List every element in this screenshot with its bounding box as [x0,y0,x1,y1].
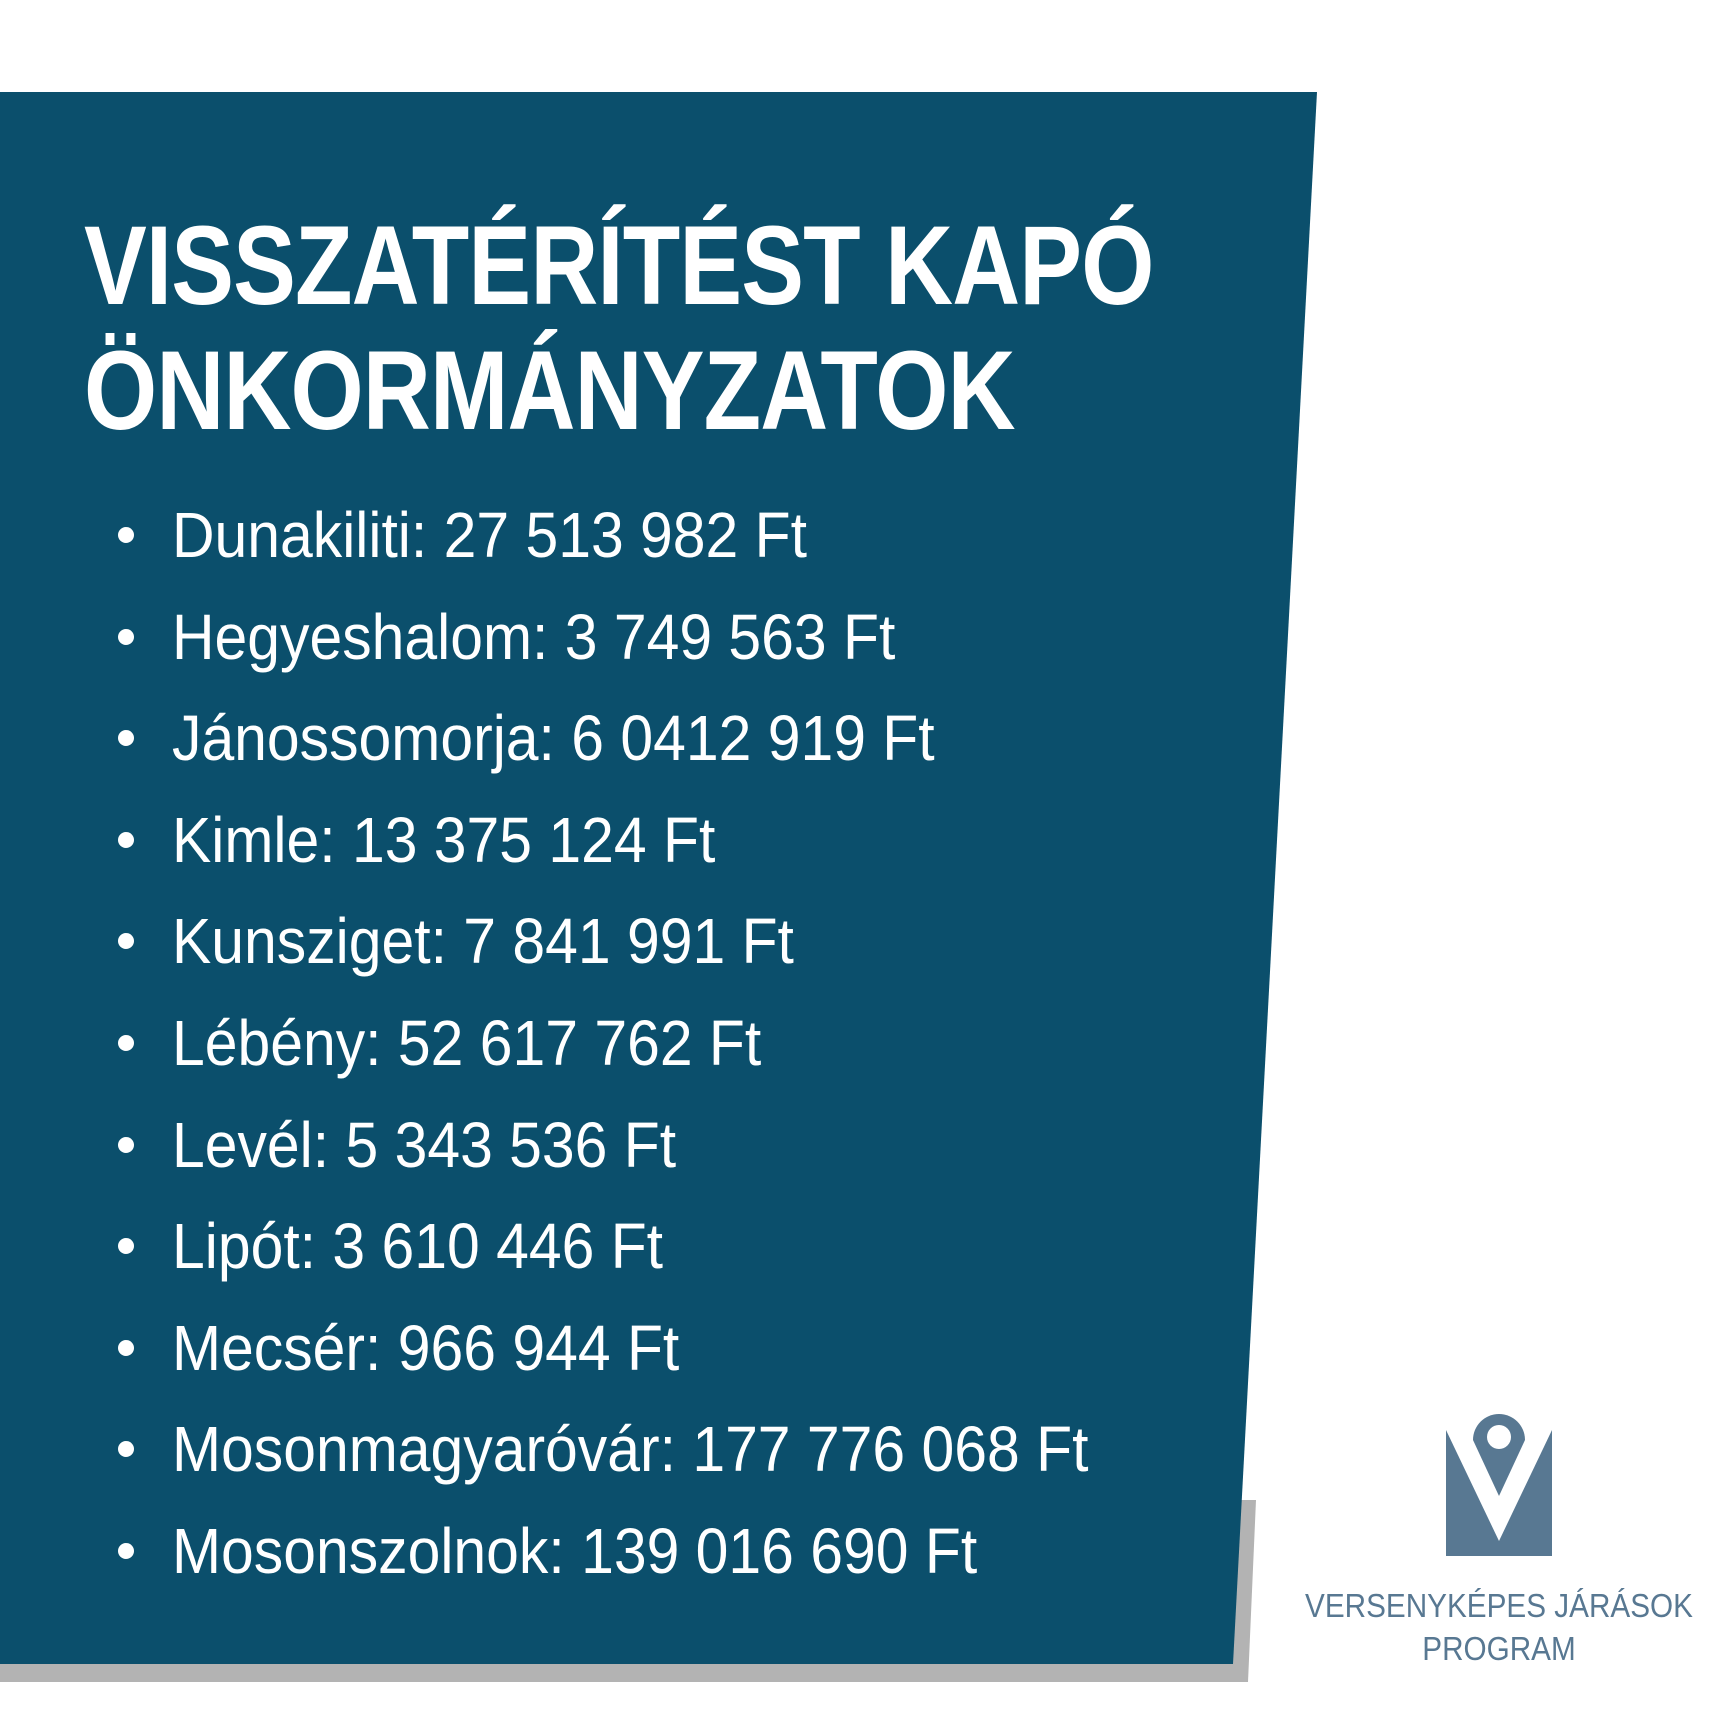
bullet-icon [118,527,134,543]
title-line-1: VISSZATÉRÍTÉST KAPÓ [84,203,1154,328]
bullet-icon [118,1136,134,1153]
location-pin-v-icon [1446,1400,1552,1556]
title-line-2: ÖNKORMÁNYZATOK [84,328,1016,453]
bullet-icon [118,1441,134,1458]
blue-panel [0,92,1317,1664]
bullet-icon [118,933,134,950]
bullet-icon [118,1238,134,1255]
bullet-icon [118,831,134,848]
bullet-icon [118,1339,134,1356]
bullet-icon [118,1542,134,1559]
logo-text-line-1: VERSENYKÉPES JÁRÁSOK [1305,1587,1693,1624]
logo-text-line-2: PROGRAM [1422,1630,1576,1667]
bullet-icon [118,730,134,747]
bullet-icon [118,628,134,645]
bullet-icon [118,1034,134,1051]
